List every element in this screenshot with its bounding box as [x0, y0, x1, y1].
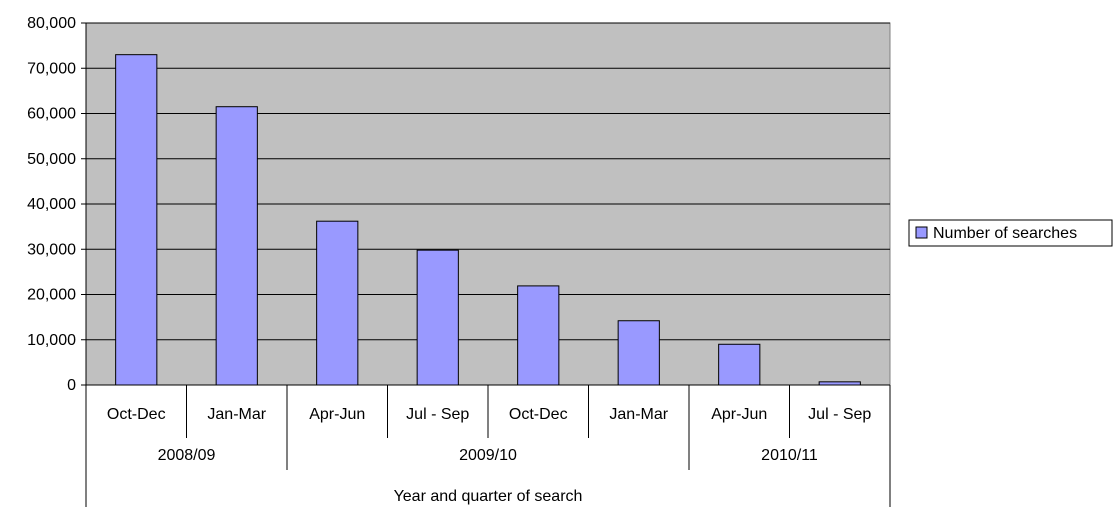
x-category-label: Jul - Sep: [406, 406, 469, 423]
x-group-label: 2010/11: [761, 447, 818, 464]
y-tick-label: 0: [67, 377, 76, 394]
bar: [215, 106, 258, 386]
bar: [517, 285, 560, 386]
bar: [316, 220, 359, 386]
bar: [115, 54, 158, 386]
y-tick-label: 20,000: [27, 287, 76, 304]
bar: [718, 343, 761, 386]
x-category-label: Apr-Jun: [711, 406, 767, 423]
y-axis-ticks: 0 10,000 20,000 30,000 40,000 50,000 60,000 70,…: [27, 15, 86, 394]
legend-box: [908, 219, 1113, 247]
bar: [617, 320, 660, 386]
x-category-label: Oct-Dec: [509, 406, 568, 423]
bar: [416, 249, 459, 386]
y-tick-label: 70,000: [27, 60, 76, 77]
x-category-label: Jul - Sep: [808, 406, 871, 423]
x-axis: Oct-Dec Jan-Mar Apr-Jun Jul - Sep Oct-Dec Jan…: [85, 23, 891, 507]
legend-label: Number of searches: [933, 225, 1077, 242]
y-tick-label: 30,000: [27, 241, 76, 258]
x-category-label: Jan-Mar: [207, 406, 266, 423]
x-category-label: Apr-Jun: [309, 406, 365, 423]
x-category-label: Oct-Dec: [107, 406, 166, 423]
legend: Number of searches: [908, 219, 1113, 247]
x-category-label: Jan-Mar: [609, 406, 668, 423]
legend-swatch: [915, 226, 928, 239]
y-tick-label: 50,000: [27, 151, 76, 168]
x-group-label: 2008/09: [158, 447, 216, 464]
y-tick-label: 60,000: [27, 106, 76, 123]
y-tick-label: 10,000: [27, 332, 76, 349]
y-tick-label: 40,000: [27, 196, 76, 213]
x-axis-title: Year and quarter of search: [394, 488, 583, 505]
x-group-label: 2009/10: [459, 447, 517, 464]
bars: [115, 54, 861, 386]
y-tick-label: 80,000: [27, 15, 76, 32]
